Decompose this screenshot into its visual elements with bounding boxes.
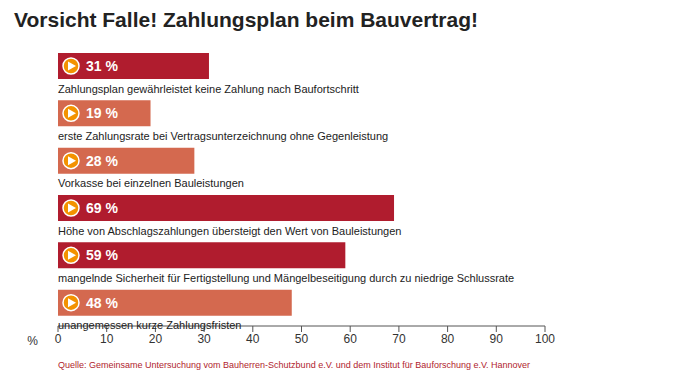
svg-text:0: 0 (55, 332, 62, 346)
html-text:Vorsicht Falle! Zahlungsplan b: Vorsicht Falle! Zahlungsplan beim Bauver… (14, 8, 478, 31)
svg-text:69 %: 69 % (86, 200, 118, 216)
svg-text:100: 100 (535, 332, 555, 346)
svg-text:60: 60 (344, 332, 358, 346)
svg-text:28 %: 28 % (86, 153, 118, 169)
svg-text:50: 50 (295, 332, 309, 346)
svg-text:unangemessen kurze Zahlungsfri: unangemessen kurze Zahlungsfristen (58, 319, 241, 331)
svg-text:30: 30 (197, 332, 211, 346)
svg-text:10: 10 (100, 332, 114, 346)
svg-text:Zahlungsplan gewährleistet kei: Zahlungsplan gewährleistet keine Zahlung… (58, 83, 359, 95)
svg-text:Höhe von Abschlagszahlungen üb: Höhe von Abschlagszahlungen übersteigt d… (58, 225, 401, 237)
html-text:Quelle: Gemeinsame Untersuchun: Quelle: Gemeinsame Untersuchung vom Bauh… (58, 360, 531, 370)
svg-text:erste Zahlungsrate bei Vertrag: erste Zahlungsrate bei Vertragsunterzeic… (58, 130, 388, 142)
svg-text:Vorkasse bei einzelnen Bauleis: Vorkasse bei einzelnen Bauleistungen (58, 177, 244, 189)
svg-text:80: 80 (441, 332, 455, 346)
svg-text:40: 40 (246, 332, 260, 346)
svg-text:%: % (27, 334, 38, 348)
svg-text:20: 20 (149, 332, 163, 346)
svg-text:70: 70 (392, 332, 406, 346)
svg-text:59 %: 59 % (86, 247, 118, 263)
svg-text:31 %: 31 % (86, 58, 118, 74)
svg-text:48 %: 48 % (86, 295, 118, 311)
svg-text:mangelnde Sicherheit für Ferti: mangelnde Sicherheit für Fertigstellung … (58, 272, 514, 284)
svg-text:90: 90 (490, 332, 504, 346)
svg-text:19 %: 19 % (86, 105, 118, 121)
